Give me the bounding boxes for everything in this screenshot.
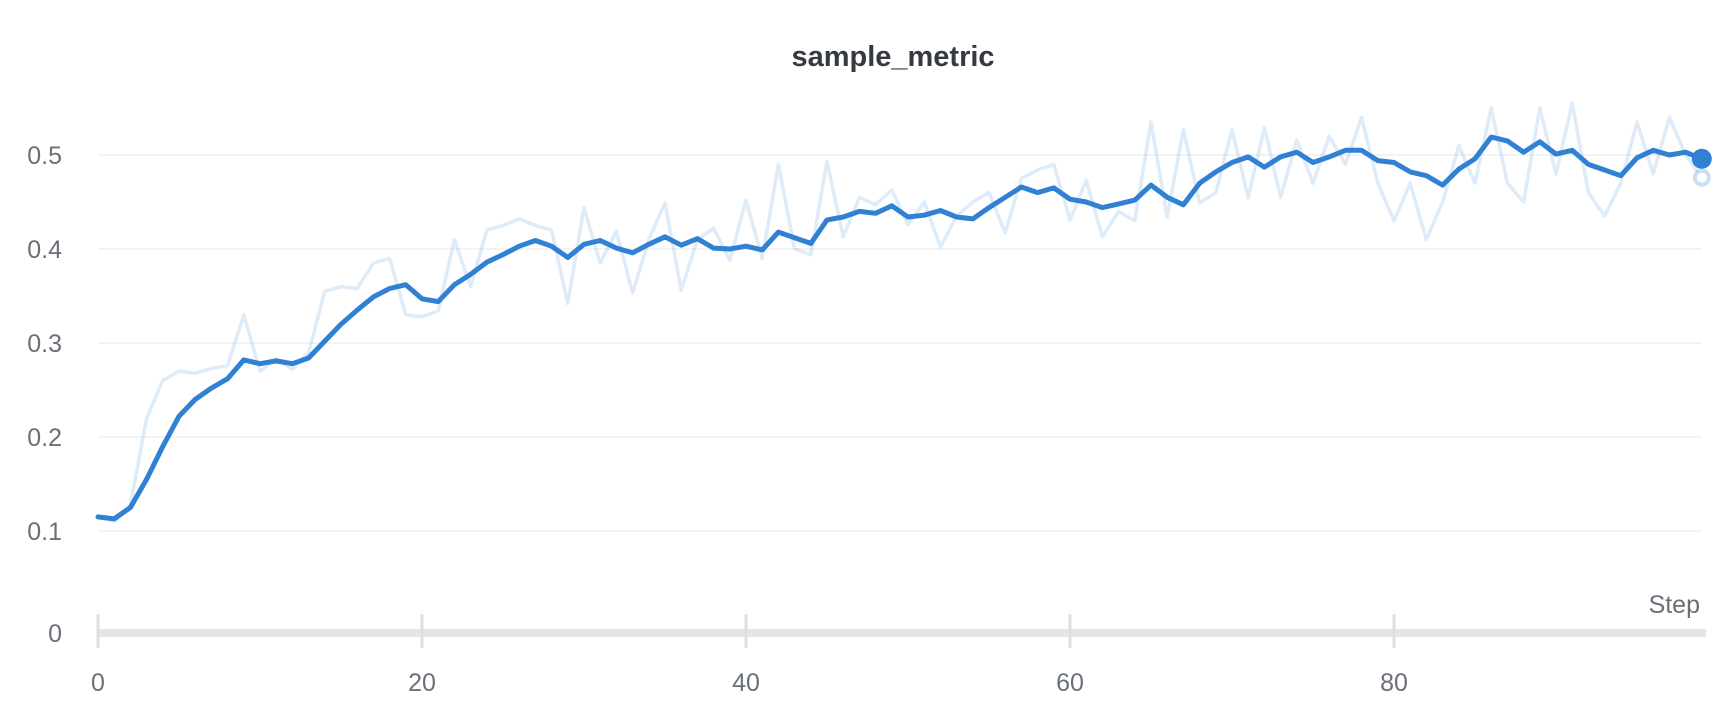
x-axis-title: Step — [1649, 591, 1700, 619]
y-tick-label: 0.4 — [27, 236, 62, 264]
final-point-raw-ring — [1692, 168, 1711, 187]
y-tick-label: 0.2 — [27, 424, 62, 452]
smoothed-series-line — [95, 134, 1705, 522]
x-tick-label: 60 — [1056, 669, 1084, 697]
x-tick-label: 20 — [408, 669, 436, 697]
y-tick-label: 0.5 — [27, 142, 62, 170]
chart-title: sample_metric — [791, 41, 994, 73]
x-tick-label: 0 — [91, 669, 105, 697]
y-tick-label: 0.1 — [27, 518, 62, 546]
y-tick-label: 0 — [48, 620, 62, 648]
y-tick-label: 0.3 — [27, 330, 62, 358]
x-axis-ticks — [96, 614, 1396, 648]
raw-series-line — [96, 101, 1704, 524]
gridlines — [98, 154, 1702, 532]
x-tick-label: 40 — [732, 669, 760, 697]
x-tick-label: 80 — [1380, 669, 1408, 697]
x-axis-labels: 0 20 40 60 80 — [91, 669, 1408, 697]
y-axis-labels: 0 0.1 0.2 0.3 0.4 0.5 — [27, 142, 62, 648]
x-axis-bar — [98, 629, 1706, 637]
final-point-dot[interactable] — [1691, 148, 1712, 169]
